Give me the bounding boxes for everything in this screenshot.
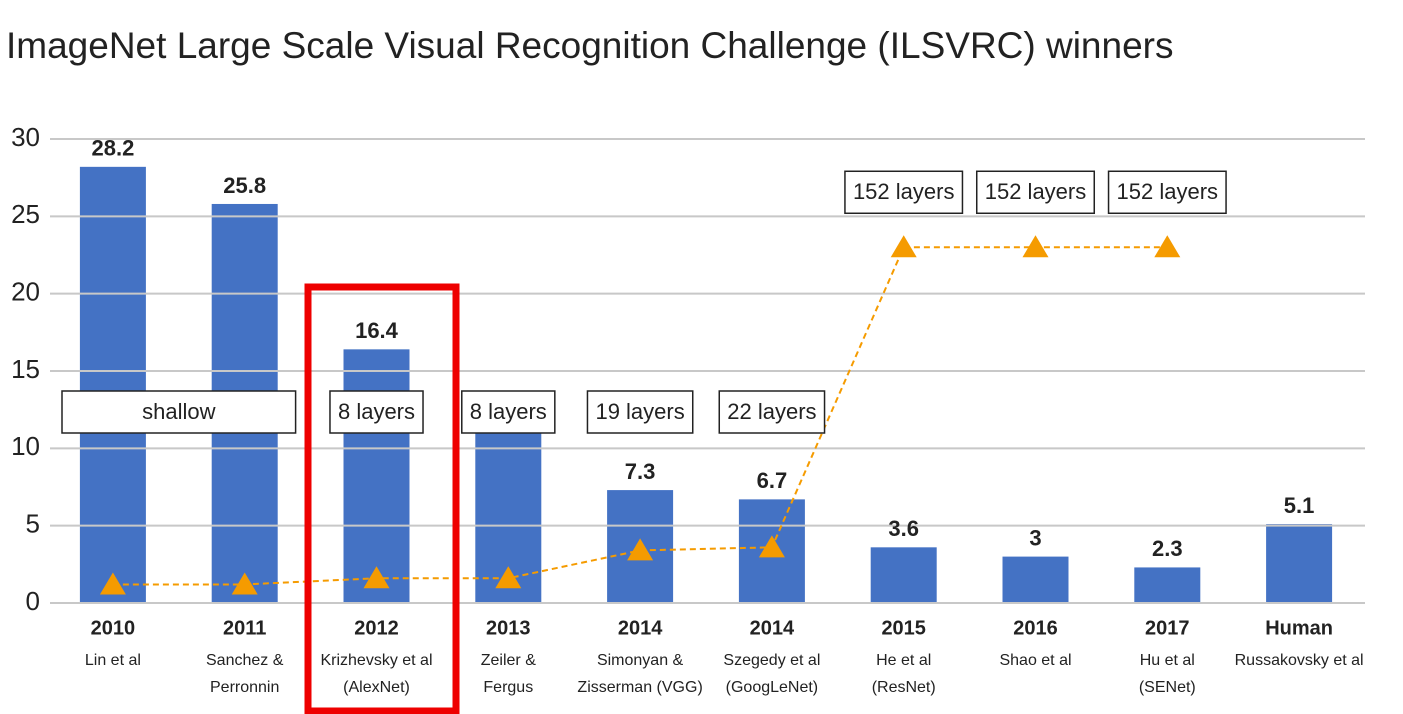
x-tick-label: 2016 [1013,617,1058,639]
depth-label-box [461,390,556,434]
x-sublabel: Szegedy et al [723,652,820,669]
depth-marker [1154,235,1181,258]
depth-marker [363,566,390,589]
depth-label-box [844,170,964,215]
bar [1134,567,1201,603]
depth-label-box [718,390,826,434]
depth-label-box [975,170,1096,215]
x-tick-label: 2014 [618,617,663,639]
value-label: 2.3 [1152,536,1183,561]
value-label: 5.1 [1284,493,1315,518]
x-sublabel: (AlexNet) [343,679,410,696]
y-tick-label: 0 [26,586,40,616]
depth-label-box [1107,170,1227,215]
value-label: 7.3 [625,459,656,484]
depth-label: 8 layers [470,399,547,424]
value-label: 3 [1029,525,1041,550]
x-tick-label: 2017 [1145,617,1190,639]
x-tick-label: 2011 [223,617,266,639]
depth-marker [99,572,126,595]
x-sublabel: He et al [876,652,931,669]
depth-label: 8 layers [338,399,415,424]
x-tick-label: 2010 [91,617,136,639]
x-sublabel: Sanchez & [206,652,284,669]
y-tick-label: 30 [11,122,40,152]
x-tick-label: 2012 [354,617,399,639]
x-sublabel: (SENet) [1139,679,1196,696]
depth-marker [231,572,258,595]
bar [343,349,410,603]
value-label: 3.6 [888,516,919,541]
depth-label-box [586,390,694,434]
x-tick-label: 2013 [486,617,531,639]
y-tick-label: 25 [11,199,40,229]
x-sublabel: Fergus [483,679,533,696]
depth-marker [890,235,917,258]
x-tick-label: 2014 [750,617,795,639]
value-label: 6.7 [757,468,788,493]
depth-label: 19 layers [595,399,684,424]
x-sublabel: Perronnin [210,679,279,696]
x-tick-label: Human [1265,617,1333,639]
x-sublabel: (GoogLeNet) [726,679,819,696]
x-sublabel: Krizhevsky et al [320,652,432,669]
value-label: 25.8 [223,173,266,198]
depth-label: 152 layers [853,179,955,204]
y-tick-label: 15 [11,354,40,384]
highlight-box [304,283,460,714]
x-tick-label: 2015 [881,617,926,639]
x-sublabel: Hu et al [1140,652,1195,669]
x-sublabel: Lin et al [85,652,141,669]
depth-label: 22 layers [727,399,816,424]
y-tick-label: 5 [26,509,40,539]
x-sublabel: Zeiler & [481,652,536,669]
bar [870,547,937,603]
y-tick-label: 10 [11,431,40,461]
depth-label-box [329,390,424,434]
depth-label: 152 layers [985,179,1087,204]
x-sublabel: Simonyan & [597,652,684,669]
bar [1002,556,1069,603]
depth-marker [627,538,654,561]
depth-label: shallow [142,399,215,424]
bar [1266,524,1333,603]
value-label: 16.4 [355,318,399,343]
value-label: 28.2 [91,136,134,161]
depth-marker [1022,235,1049,258]
depth-label-box [61,390,297,434]
depth-label: 152 layers [1117,179,1219,204]
y-tick-label: 20 [11,277,40,307]
depth-marker [495,566,522,589]
x-sublabel: Shao et al [999,652,1071,669]
x-sublabel: Russakovsky et al [1235,652,1364,669]
x-sublabel: Zisserman (VGG) [577,679,702,696]
x-sublabel: (ResNet) [872,679,936,696]
bar [79,166,146,603]
depth-marker [758,535,785,558]
chart-title: ImageNet Large Scale Visual Recognition … [6,25,1174,66]
